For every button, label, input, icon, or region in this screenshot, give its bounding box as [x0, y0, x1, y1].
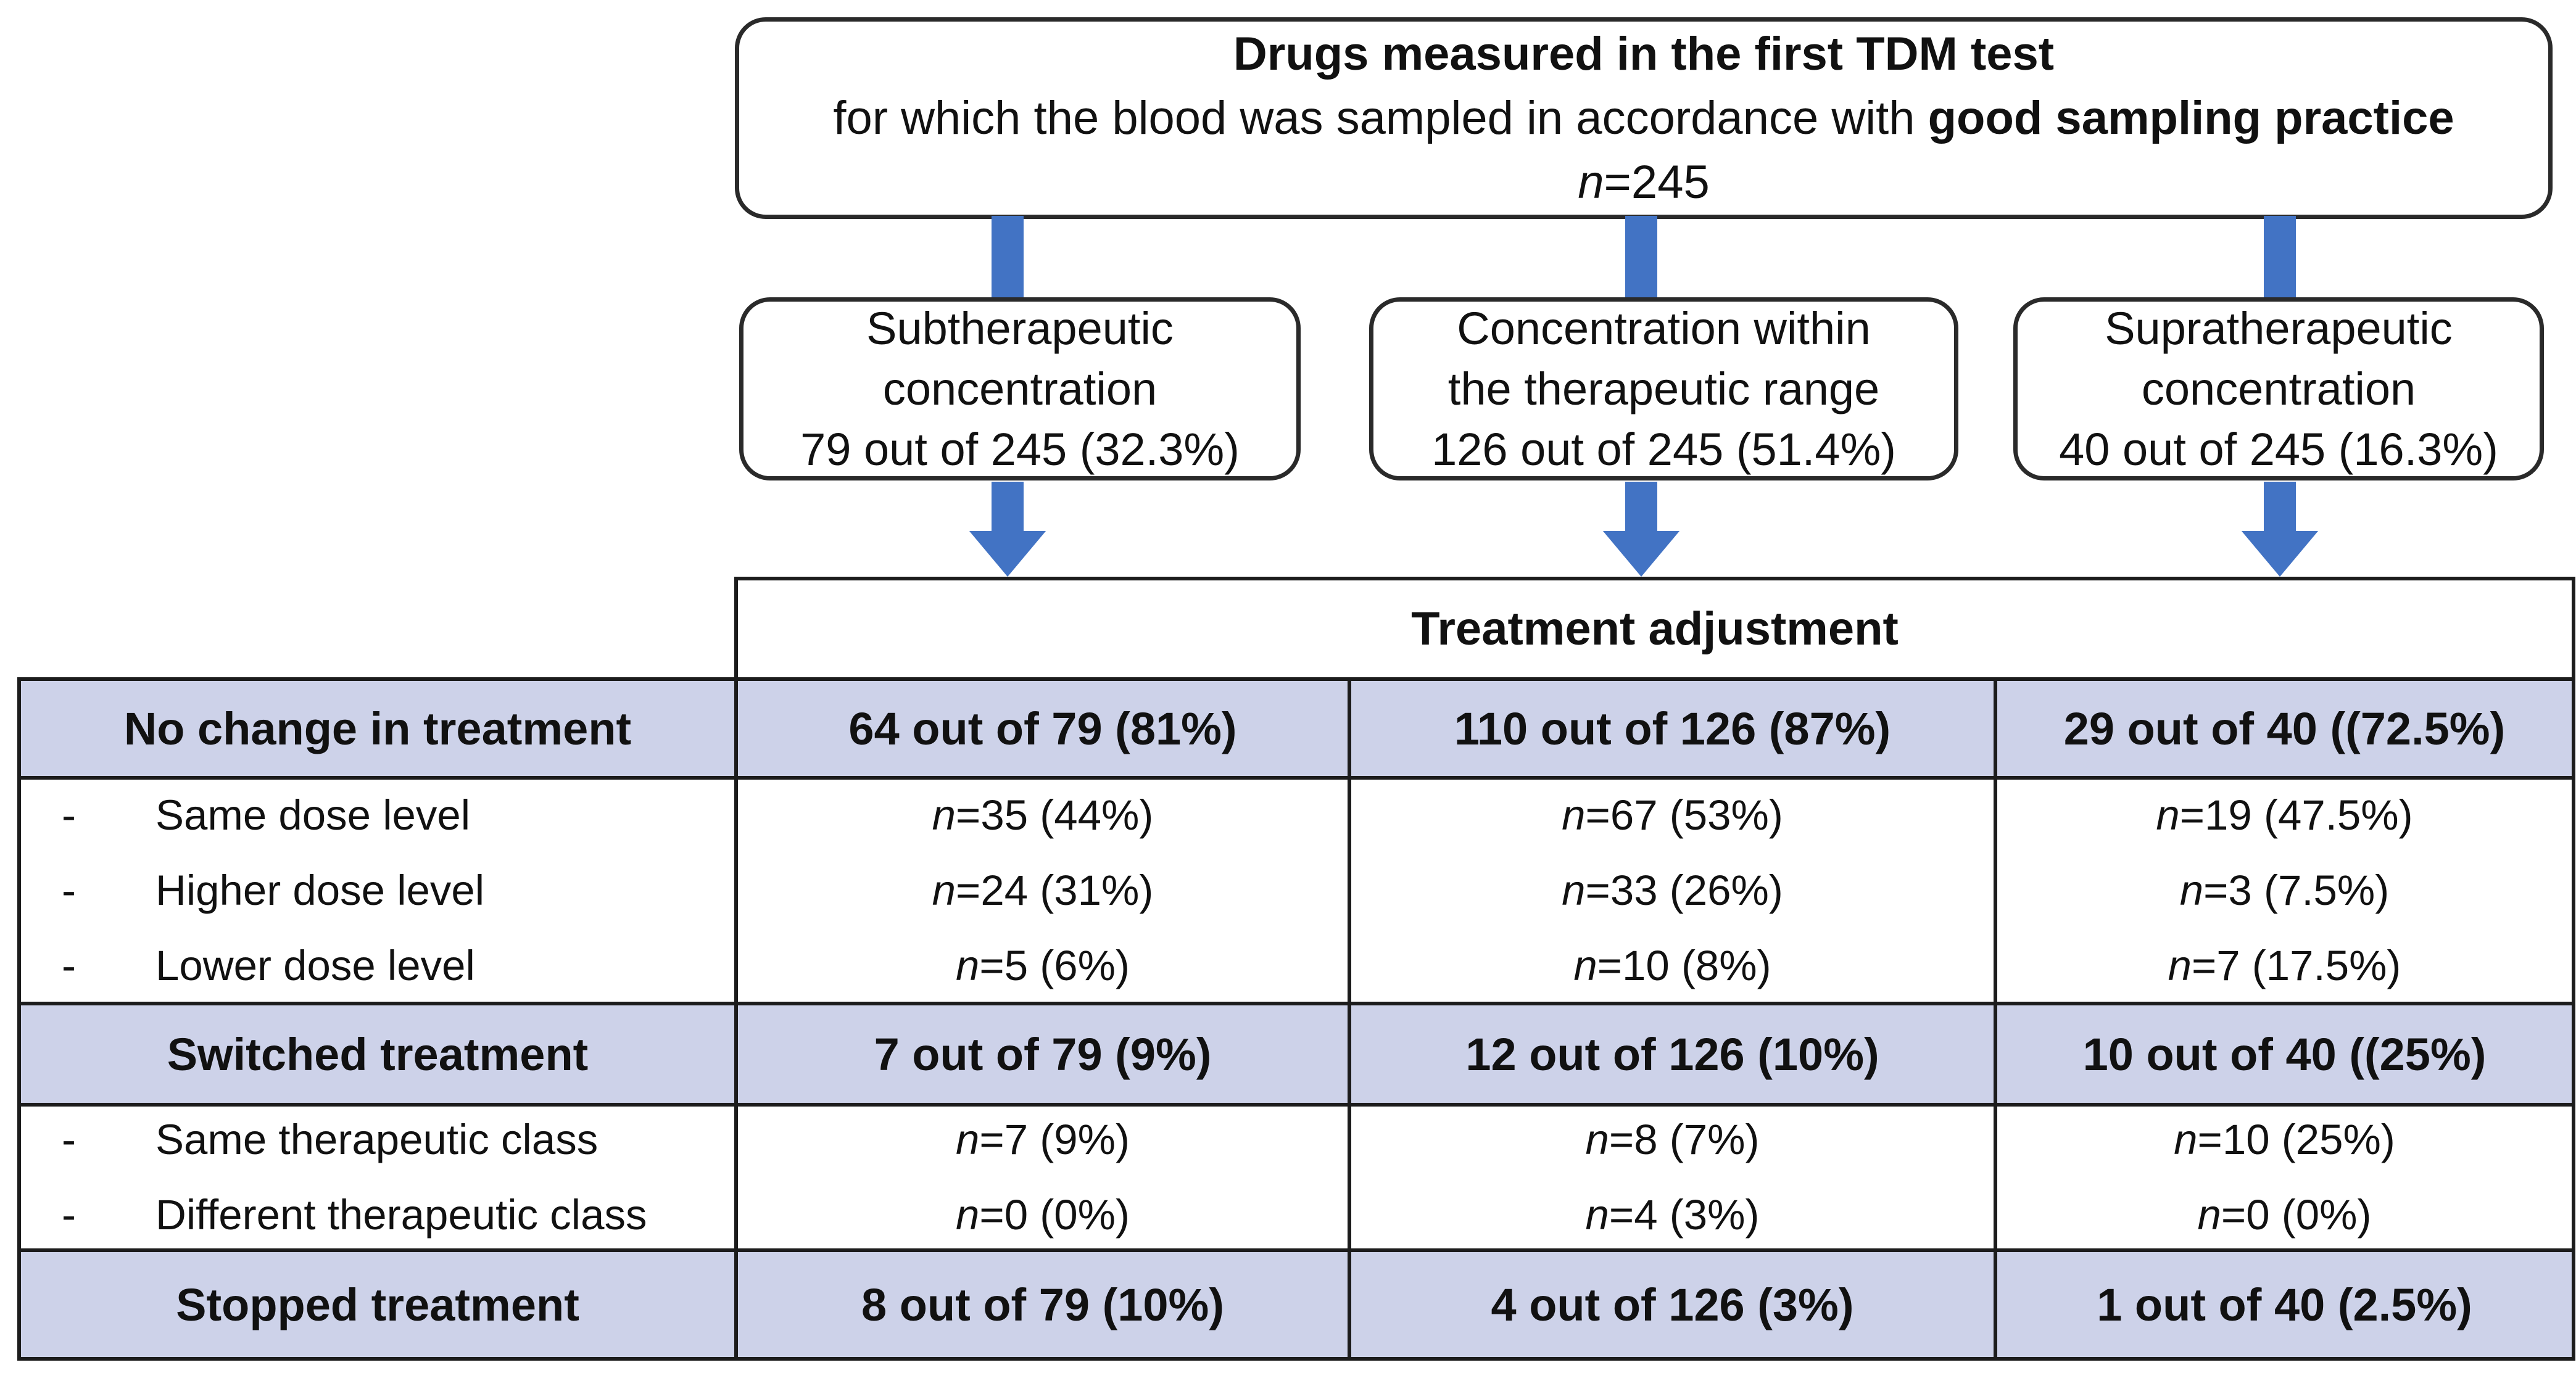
row-label-cell: No change in treatment	[17, 677, 738, 780]
row-label-cell: - Same dose level - Higher dose level - Lower…	[17, 776, 738, 1005]
branch-box-count: 126 out of 245 (51.4%)	[1431, 423, 1896, 475]
table-header-cell: Treatment adjustment	[734, 577, 2575, 681]
connector-line	[1625, 216, 1657, 301]
detail-label-line: - Same therapeutic class	[21, 1102, 734, 1177]
arrow-down-icon	[2242, 531, 2318, 577]
data-cell: 7 out of 79 (9%)	[734, 1002, 1351, 1107]
list-dash: -	[62, 1116, 76, 1163]
data-cell: 4 out of 126 (3%)	[1348, 1248, 1997, 1361]
detail-value-line: n=33 (26%)	[1562, 867, 1783, 914]
detail-value-line: n=7 (9%)	[956, 1116, 1130, 1163]
detail-value-line: n=19 (47.5%)	[2156, 791, 2413, 839]
top-box-drugs-measured: Drugs measured in the first TDM test for…	[735, 17, 2553, 219]
detail-value-line: n=7 (17.5%)	[2168, 942, 2401, 989]
row-label-cell: Switched treatment	[17, 1002, 738, 1107]
detail-label-text: Different therapeutic class	[155, 1191, 647, 1239]
top-box-n-count: n=245	[1578, 155, 1710, 208]
connector-line	[2264, 482, 2296, 534]
top-box-subtitle-prefix: for which the blood was sampled in accor…	[833, 91, 1928, 144]
data-cell: n=8 (7%) n=4 (3%)	[1348, 1103, 1997, 1252]
detail-value-line: n=10 (25%)	[2174, 1116, 2395, 1163]
arrow-down-icon	[1603, 531, 1679, 577]
detail-label-text: Higher dose level	[155, 867, 485, 914]
branch-box-count: 79 out of 245 (32.3%)	[800, 423, 1240, 475]
detail-label-line: - Lower dose level	[21, 928, 734, 1004]
branch-box-supratherapeutic: Supratherapeutic concentration 40 out of…	[2013, 297, 2544, 480]
connector-line	[992, 482, 1024, 534]
branch-box-count: 40 out of 245 (16.3%)	[2059, 423, 2498, 475]
branch-box-line: Subtherapeutic	[866, 302, 1174, 354]
data-cell: n=35 (44%) n=24 (31%) n=5 (6%)	[734, 776, 1351, 1005]
detail-value-line: n=3 (7.5%)	[2179, 867, 2390, 914]
detail-label-line: - Higher dose level	[21, 853, 734, 928]
detail-value-line: n=8 (7%)	[1585, 1116, 1760, 1163]
detail-label-line: - Different therapeutic class	[21, 1177, 734, 1253]
data-cell: n=10 (25%) n=0 (0%)	[1994, 1103, 2575, 1252]
data-cell: 29 out of 40 ((72.5%)	[1994, 677, 2575, 780]
detail-value-line: n=0 (0%)	[956, 1191, 1130, 1239]
data-cell: 64 out of 79 (81%)	[734, 677, 1351, 780]
data-cell: 1 out of 40 (2.5%)	[1994, 1248, 2575, 1361]
detail-value-line: n=4 (3%)	[1585, 1191, 1760, 1239]
top-box-subtitle: for which the blood was sampled in accor…	[833, 86, 2454, 150]
detail-label-text: Same therapeutic class	[155, 1116, 598, 1163]
data-cell: 10 out of 40 ((25%)	[1994, 1002, 2575, 1107]
detail-value-line: n=5 (6%)	[956, 942, 1130, 989]
top-box-subtitle-bold: good sampling practice	[1928, 91, 2454, 144]
detail-value-line: n=35 (44%)	[932, 791, 1154, 839]
branch-box-line: the therapeutic range	[1447, 363, 1880, 414]
detail-value-line: n=24 (31%)	[932, 867, 1154, 914]
arrow-down-icon	[969, 531, 1046, 577]
data-cell: n=19 (47.5%) n=3 (7.5%) n=7 (17.5%)	[1994, 776, 2575, 1005]
list-dash: -	[62, 867, 76, 914]
data-cell: 8 out of 79 (10%)	[734, 1248, 1351, 1361]
connector-line	[2264, 216, 2296, 301]
top-box-title: Drugs measured in the first TDM test	[1233, 27, 2055, 80]
detail-label-text: Same dose level	[155, 791, 471, 839]
data-cell: n=67 (53%) n=33 (26%) n=10 (8%)	[1348, 776, 1997, 1005]
detail-value-line: n=10 (8%)	[1573, 942, 1771, 989]
branch-box-line: concentration	[882, 363, 1158, 414]
branch-box-line: concentration	[2141, 363, 2416, 414]
detail-label-text: Lower dose level	[155, 942, 475, 989]
list-dash: -	[62, 1191, 76, 1239]
branch-box-within-range: Concentration within the therapeutic ran…	[1369, 297, 1958, 480]
list-dash: -	[62, 942, 76, 989]
detail-value-line: n=67 (53%)	[1562, 791, 1783, 839]
branch-box-line: Supratherapeutic	[2105, 302, 2453, 354]
connector-line	[992, 216, 1024, 301]
row-label-cell: - Same therapeutic class - Different therap…	[17, 1103, 738, 1252]
detail-label-line: - Same dose level	[21, 778, 734, 853]
detail-value-line: n=0 (0%)	[2197, 1191, 2372, 1239]
data-cell: 12 out of 126 (10%)	[1348, 1002, 1997, 1107]
data-cell: n=7 (9%) n=0 (0%)	[734, 1103, 1351, 1252]
branch-box-line: Concentration within	[1457, 302, 1871, 354]
data-cell: 110 out of 126 (87%)	[1348, 677, 1997, 780]
branch-box-subtherapeutic: Subtherapeutic concentration 79 out of 2…	[739, 297, 1301, 480]
list-dash: -	[62, 791, 76, 839]
row-label-cell: Stopped treatment	[17, 1248, 738, 1361]
connector-line	[1625, 482, 1657, 534]
